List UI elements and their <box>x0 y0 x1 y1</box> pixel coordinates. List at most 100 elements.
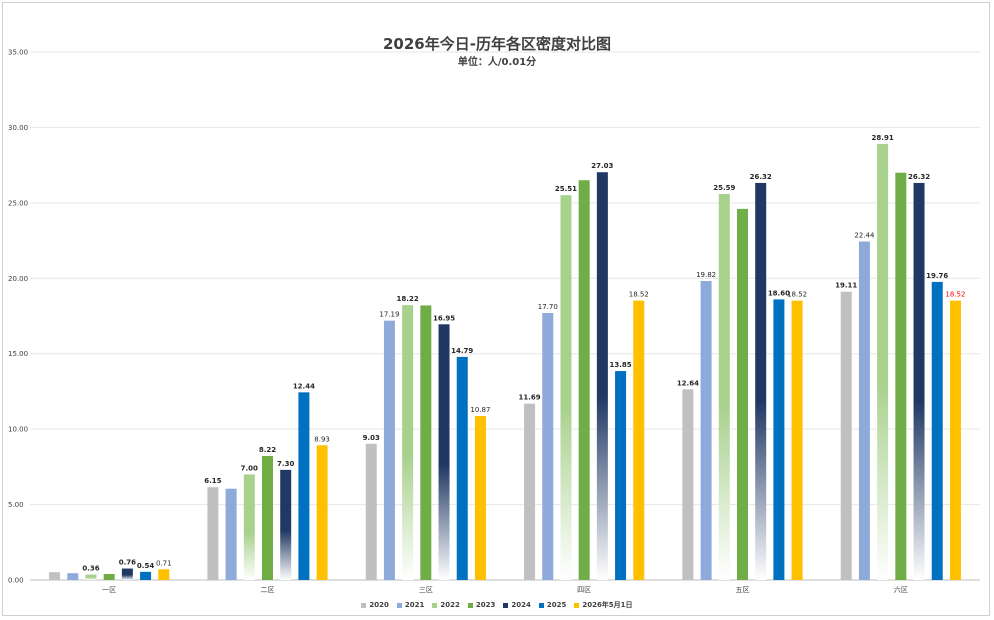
legend-item: 2026年5月1日 <box>574 600 633 610</box>
legend-item: 2024 <box>503 600 531 610</box>
bar-2021-一区 <box>67 573 79 580</box>
y-tick-label: 5.00 <box>8 501 24 509</box>
bar-2023-六区 <box>895 172 907 580</box>
y-tick-label: 35.00 <box>8 49 28 57</box>
data-label: 18.60 <box>768 289 790 297</box>
bar-2025-五区 <box>773 299 785 580</box>
grid-lines <box>30 51 980 581</box>
y-tick-label: 10.00 <box>8 426 28 434</box>
data-label: 19.82 <box>696 271 716 279</box>
y-tick-label: 25.00 <box>8 199 28 207</box>
legend-label: 2021 <box>404 601 425 609</box>
chart-subtitle: 单位：人/0.01分 <box>457 57 537 68</box>
data-label: 26.32 <box>908 173 930 181</box>
bar-2026年5月1日-三区 <box>474 416 486 580</box>
data-label: 27.03 <box>591 162 613 170</box>
legend-label: 2025 <box>546 601 567 609</box>
data-label: 9.03 <box>363 434 380 442</box>
data-labels: 0.36 0.76 0.54 0.71 6.15 7.00 8.227.30 12.44 8.9… <box>82 134 965 573</box>
legend-label: 2023 <box>475 601 496 609</box>
legend-label: 2022 <box>440 601 460 609</box>
y-tick-label: 20.00 <box>8 275 28 283</box>
x-tick-label: 四区 <box>577 586 591 594</box>
bars <box>49 143 961 581</box>
bar-2022-一区 <box>85 574 97 580</box>
y-tick-label: 15.00 <box>8 350 28 358</box>
legend-item: 2022 <box>432 600 460 610</box>
legend-label: 2024 <box>511 601 531 609</box>
bar-2020-六区 <box>840 291 852 580</box>
legend-swatch <box>503 602 509 608</box>
data-label: 0.54 <box>137 562 154 570</box>
legend-label: 2026年5月1日 <box>582 601 633 609</box>
data-label: 7.00 <box>241 464 258 472</box>
data-label: 18.52 <box>629 291 649 299</box>
bar-2024-三区 <box>438 324 450 580</box>
y-tick-label: 30.00 <box>8 124 28 132</box>
bar-2022-五区 <box>718 193 730 580</box>
bar-2024-五区 <box>755 182 767 580</box>
bar-2020-二区 <box>207 487 219 580</box>
x-tick-label: 五区 <box>736 586 750 594</box>
data-label: 6.15 <box>204 477 221 485</box>
bar-2024-六区 <box>913 182 925 580</box>
x-axis-ticks: 一区 二区 三区 四区 五区 六区 <box>102 585 908 594</box>
data-label: 18.22 <box>397 295 419 303</box>
data-label: 13.85 <box>609 361 631 369</box>
bar-2021-三区 <box>383 320 395 580</box>
bar-2025-一区 <box>140 571 152 580</box>
data-label: 8.93 <box>314 435 330 443</box>
bar-2020-三区 <box>365 443 377 580</box>
bar-2026年5月1日-四区 <box>633 300 645 580</box>
bar-2022-二区 <box>243 474 255 580</box>
legend-swatch <box>467 602 473 608</box>
legend-item: 2023 <box>467 600 496 610</box>
x-tick-label: 三区 <box>419 586 433 594</box>
bar-2021-六区 <box>858 241 870 581</box>
bar-2023-一区 <box>103 573 115 580</box>
bar-2024-四区 <box>596 172 608 580</box>
legend-swatch <box>396 602 402 608</box>
bar-2024-一区 <box>121 568 133 580</box>
legend-item: 2020 <box>361 600 389 610</box>
bar-2026年5月1日-六区 <box>949 300 961 580</box>
data-label: 26.32 <box>750 173 772 181</box>
data-label: 0.71 <box>156 559 172 567</box>
bar-2023-五区 <box>737 208 748 581</box>
data-label: 18.52 <box>945 291 965 299</box>
data-label: 14.79 <box>451 347 473 355</box>
bar-2022-三区 <box>402 305 414 580</box>
legend: 2020 2021 2022 2023 2024 2025 2026年5月1日 <box>0 600 994 610</box>
bar-2022-六区 <box>877 143 889 580</box>
bar-2026年5月1日-一区 <box>158 569 170 580</box>
legend-item: 2021 <box>396 600 425 610</box>
bar-2020-五区 <box>682 389 694 580</box>
data-label: 7.30 <box>277 460 294 468</box>
x-tick-label: 一区 <box>102 586 116 594</box>
bar-2025-二区 <box>298 392 310 580</box>
data-label: 11.69 <box>518 394 540 402</box>
bar-2025-四区 <box>615 371 627 580</box>
data-label: 25.59 <box>713 184 735 192</box>
legend-swatch <box>432 602 438 608</box>
x-tick-label: 六区 <box>894 585 908 594</box>
legend-swatch <box>538 602 544 608</box>
data-label: 12.44 <box>293 382 315 390</box>
x-tick-label: 二区 <box>261 586 275 594</box>
data-label: 19.76 <box>926 272 948 280</box>
data-label: 25.51 <box>555 185 577 193</box>
bar-2021-五区 <box>700 281 712 580</box>
data-label: 17.70 <box>538 303 558 311</box>
data-label: 10.87 <box>470 406 490 414</box>
data-label: 0.36 <box>82 565 99 573</box>
data-label: 18.52 <box>787 291 807 299</box>
bar-2026年5月1日-五区 <box>791 300 803 580</box>
bar-2020-一区 <box>49 572 61 580</box>
bar-2024-二区 <box>280 469 292 580</box>
bar-2021-四区 <box>542 312 554 580</box>
bar-2026年5月1日-二区 <box>316 445 328 580</box>
bar-2021-二区 <box>225 488 237 580</box>
bar-2022-四区 <box>560 195 572 580</box>
y-tick-label: 0.00 <box>8 577 24 585</box>
data-label: 16.95 <box>433 314 455 322</box>
